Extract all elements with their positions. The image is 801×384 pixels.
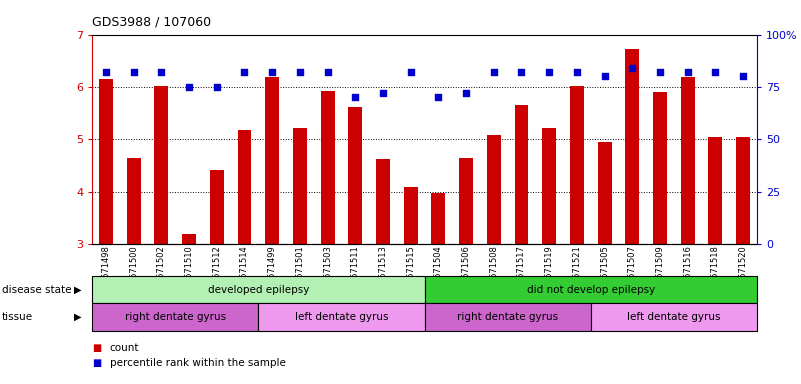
Point	[155, 69, 167, 75]
Text: percentile rank within the sample: percentile rank within the sample	[110, 358, 286, 368]
Bar	[653, 92, 667, 244]
Bar	[320, 91, 335, 244]
Point	[626, 65, 638, 71]
Bar	[92, 303, 258, 331]
Point	[432, 94, 445, 101]
Text: tissue: tissue	[2, 312, 33, 322]
Point	[570, 69, 583, 75]
Text: did not develop epilepsy: did not develop epilepsy	[526, 285, 655, 295]
Point	[376, 90, 389, 96]
Point	[682, 69, 694, 75]
Point	[709, 69, 722, 75]
Point	[487, 69, 500, 75]
Point	[543, 69, 556, 75]
Text: right dentate gyrus: right dentate gyrus	[457, 312, 558, 322]
Bar	[626, 49, 639, 244]
Point	[460, 90, 473, 96]
Bar	[155, 86, 168, 244]
Bar	[182, 234, 196, 244]
Bar	[708, 137, 723, 244]
Bar	[459, 157, 473, 244]
Bar	[258, 303, 425, 331]
Point	[183, 84, 195, 90]
Point	[321, 69, 334, 75]
Text: ▶: ▶	[74, 312, 81, 322]
Bar	[570, 86, 584, 244]
Point	[266, 69, 279, 75]
Point	[349, 94, 362, 101]
Text: left dentate gyrus: left dentate gyrus	[295, 312, 388, 322]
Bar	[127, 157, 141, 244]
Bar	[92, 276, 425, 303]
Bar	[404, 187, 417, 244]
Bar	[99, 79, 113, 244]
Bar	[376, 159, 390, 244]
Bar	[293, 128, 307, 244]
Point	[515, 69, 528, 75]
Text: count: count	[110, 343, 139, 353]
Bar	[210, 170, 223, 244]
Text: left dentate gyrus: left dentate gyrus	[627, 312, 721, 322]
Bar	[432, 192, 445, 244]
Bar	[598, 142, 611, 244]
Bar	[425, 276, 757, 303]
Point	[598, 73, 611, 79]
Bar	[425, 303, 590, 331]
Point	[211, 84, 223, 90]
Text: ■: ■	[92, 358, 102, 368]
Point	[127, 69, 140, 75]
Bar	[514, 105, 529, 244]
Bar	[238, 130, 252, 244]
Point	[293, 69, 306, 75]
Text: ■: ■	[92, 343, 102, 353]
Point	[405, 69, 417, 75]
Bar	[487, 135, 501, 244]
Bar	[590, 303, 757, 331]
Bar	[681, 78, 694, 244]
Point	[238, 69, 251, 75]
Bar	[348, 107, 362, 244]
Bar	[542, 128, 556, 244]
Text: ▶: ▶	[74, 285, 81, 295]
Text: developed epilepsy: developed epilepsy	[207, 285, 309, 295]
Text: disease state: disease state	[2, 285, 71, 295]
Text: GDS3988 / 107060: GDS3988 / 107060	[92, 15, 211, 28]
Point	[654, 69, 666, 75]
Point	[99, 69, 112, 75]
Bar	[265, 78, 279, 244]
Bar	[736, 137, 750, 244]
Point	[737, 73, 750, 79]
Text: right dentate gyrus: right dentate gyrus	[125, 312, 226, 322]
